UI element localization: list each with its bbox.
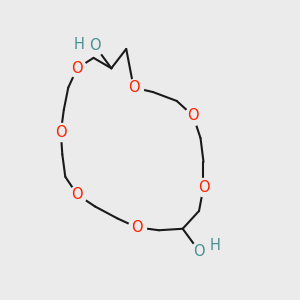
Text: H: H — [73, 37, 84, 52]
Text: H: H — [210, 238, 221, 253]
Text: O: O — [131, 220, 142, 235]
Text: O: O — [193, 244, 205, 259]
Text: O: O — [71, 61, 83, 76]
Text: O: O — [198, 180, 209, 195]
Text: O: O — [71, 187, 83, 202]
Text: O: O — [55, 125, 67, 140]
Text: O: O — [187, 108, 199, 123]
Text: O: O — [89, 38, 101, 53]
Text: O: O — [128, 80, 140, 95]
